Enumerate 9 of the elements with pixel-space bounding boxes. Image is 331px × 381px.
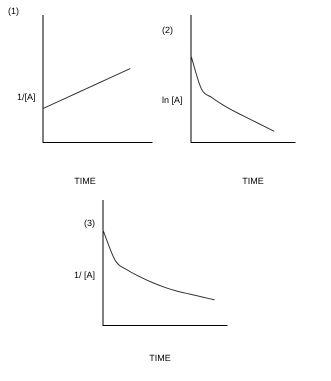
chart-title: (2) [162, 25, 173, 35]
y-axis-title: 1/[A] [17, 92, 36, 102]
x-axis-title: TIME [242, 176, 264, 186]
x-axis-title: TIME [149, 353, 171, 363]
chart-title: (3) [84, 218, 95, 228]
x-axis-title: TIME [74, 176, 96, 186]
y-axis-title: ln [A] [162, 95, 183, 105]
y-axis-title: 1/ [A] [74, 270, 96, 280]
chart-title: (1) [8, 6, 19, 16]
